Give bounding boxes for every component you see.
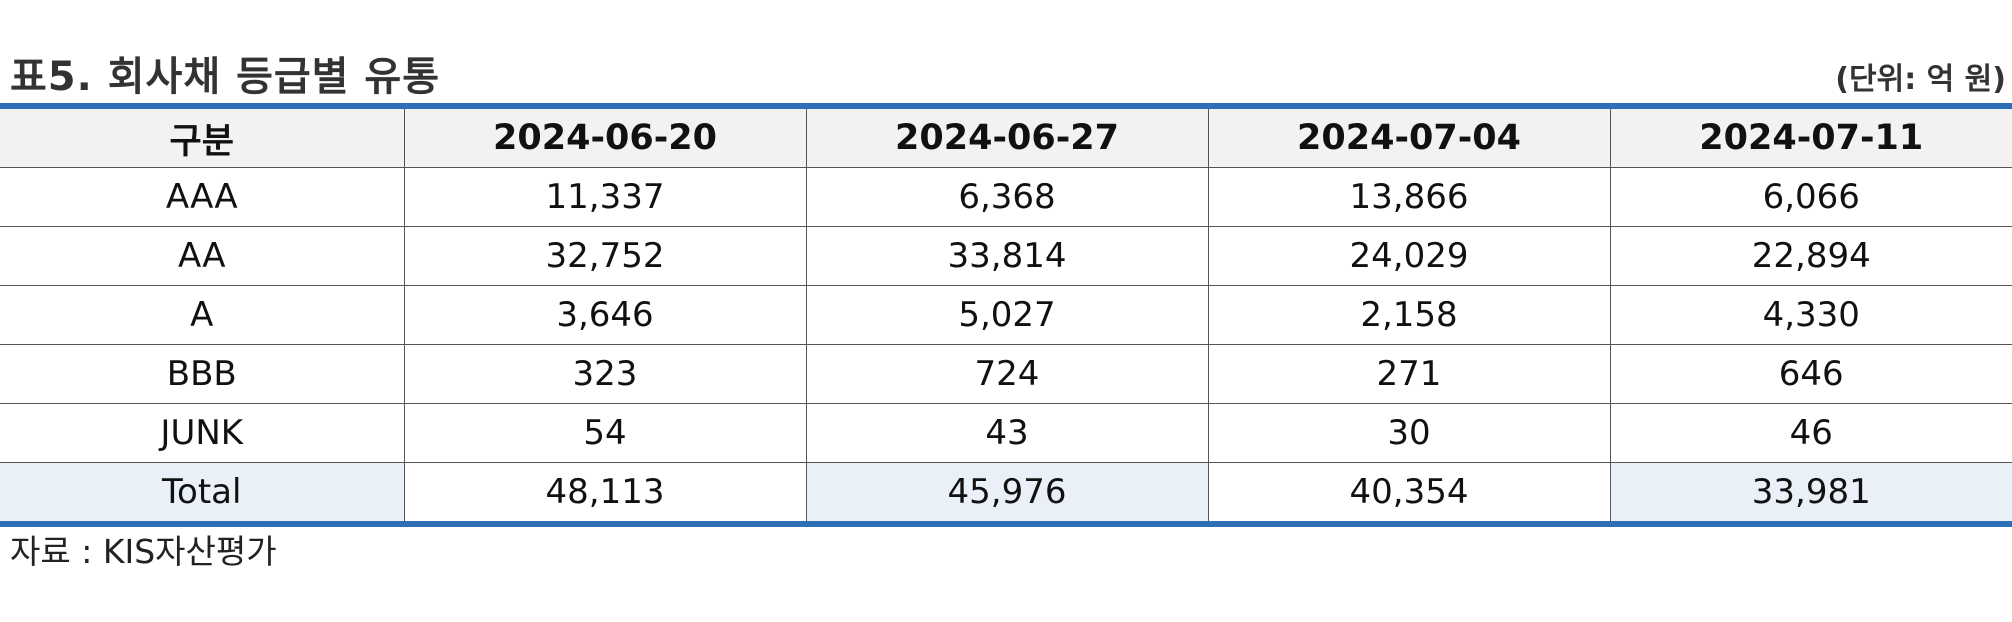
table-cell: 646 — [1609, 344, 2012, 404]
table-cell: 32,752 — [403, 226, 806, 286]
row-label: JUNK — [0, 403, 404, 463]
table-row-total: Total 48,113 45,976 40,354 33,981 — [0, 462, 2012, 521]
table-cell: 6,368 — [805, 167, 1208, 227]
header-date-4: 2024-07-11 — [1609, 109, 2012, 168]
table-row-junk: JUNK 54 43 30 46 — [0, 403, 2012, 463]
row-label: A — [0, 285, 404, 345]
table-cell: 271 — [1207, 344, 1610, 404]
table-cell: 46 — [1609, 403, 2012, 463]
table-cell: 43 — [805, 403, 1208, 463]
table-cell: 724 — [805, 344, 1208, 404]
header-row: 구분 2024-06-20 2024-06-27 2024-07-04 2024… — [0, 109, 2012, 168]
table-cell: 54 — [403, 403, 806, 463]
rating-distribution-table: 구분 2024-06-20 2024-06-27 2024-07-04 2024… — [0, 109, 2012, 521]
table-row-aa: AA 32,752 33,814 24,029 22,894 — [0, 226, 2012, 286]
data-table-container: 구분 2024-06-20 2024-06-27 2024-07-04 2024… — [0, 103, 2012, 527]
table-cell: 323 — [403, 344, 806, 404]
header-category: 구분 — [0, 109, 404, 168]
header-date-2: 2024-06-27 — [805, 109, 1208, 168]
table-cell: 48,113 — [403, 462, 806, 521]
row-label: Total — [0, 462, 404, 521]
table-cell: 22,894 — [1609, 226, 2012, 286]
table-row-a: A 3,646 5,027 2,158 4,330 — [0, 285, 2012, 345]
table-cell: 3,646 — [403, 285, 806, 345]
table-cell: 4,330 — [1609, 285, 2012, 345]
table-row-aaa: AAA 11,337 6,368 13,866 6,066 — [0, 167, 2012, 227]
row-label: BBB — [0, 344, 404, 404]
table-cell: 45,976 — [805, 462, 1208, 521]
table-cell: 2,158 — [1207, 285, 1610, 345]
header-date-3: 2024-07-04 — [1207, 109, 1610, 168]
table-cell: 33,981 — [1609, 462, 2012, 521]
table-row-bbb: BBB 323 724 271 646 — [0, 344, 2012, 404]
table-cell: 13,866 — [1207, 167, 1610, 227]
table-title: 표5. 회사채 등급별 유통 — [10, 54, 441, 100]
table-cell: 33,814 — [805, 226, 1208, 286]
table-cell: 5,027 — [805, 285, 1208, 345]
source-note: 자료 : KIS자산평가 — [10, 532, 277, 571]
table-cell: 6,066 — [1609, 167, 2012, 227]
unit-label: (단위: 억 원) — [1835, 62, 2006, 97]
row-label: AAA — [0, 167, 404, 227]
table-cell: 11,337 — [403, 167, 806, 227]
table-cell: 30 — [1207, 403, 1610, 463]
table-cell: 24,029 — [1207, 226, 1610, 286]
header-date-1: 2024-06-20 — [403, 109, 806, 168]
table-cell: 40,354 — [1207, 462, 1610, 521]
row-label: AA — [0, 226, 404, 286]
